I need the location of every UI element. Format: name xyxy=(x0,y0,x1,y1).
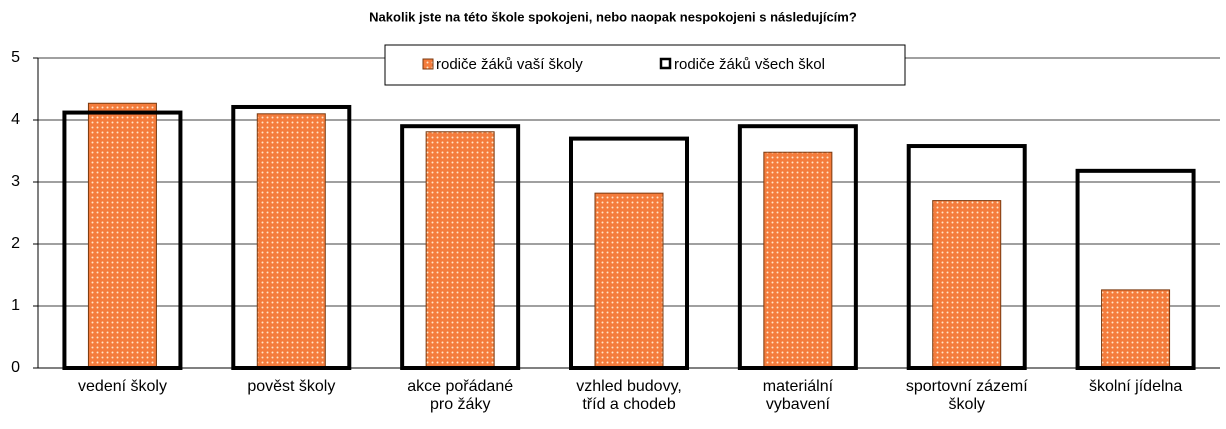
x-tick-label: vedení školy xyxy=(78,378,167,395)
x-tick-label: materiální vybavení xyxy=(762,378,834,413)
legend-label: rodiče žáků všech škol xyxy=(674,56,825,73)
y-tick-label: 4 xyxy=(11,111,20,128)
bar xyxy=(1101,289,1171,369)
bar xyxy=(256,113,326,369)
x-tick-label: školní jídelna xyxy=(1088,378,1183,395)
legend-box xyxy=(384,44,906,86)
y-tick-label: 0 xyxy=(11,359,20,376)
legend-label: rodiče žáků vaší školy xyxy=(436,56,583,73)
bar xyxy=(87,102,157,369)
x-tick-label: sportovní zázemí školy xyxy=(905,378,1028,413)
x-tick-label: akce pořádané pro žáky xyxy=(407,378,514,413)
bar xyxy=(594,192,664,369)
bar xyxy=(425,131,495,369)
x-tick-label: vzhled budovy, tříd a chodeb xyxy=(576,378,682,413)
chart-title: Nakolik jste na této škole spokojeni, ne… xyxy=(369,9,857,24)
y-tick-label: 5 xyxy=(11,49,20,66)
bar xyxy=(763,151,833,369)
y-tick-label: 1 xyxy=(11,297,20,314)
legend-swatch xyxy=(659,57,672,70)
legend-swatch xyxy=(422,58,434,70)
x-tick-label: pověst školy xyxy=(247,378,336,395)
bar xyxy=(932,200,1002,369)
y-tick-label: 2 xyxy=(11,235,20,252)
y-tick-label: 3 xyxy=(11,173,20,190)
